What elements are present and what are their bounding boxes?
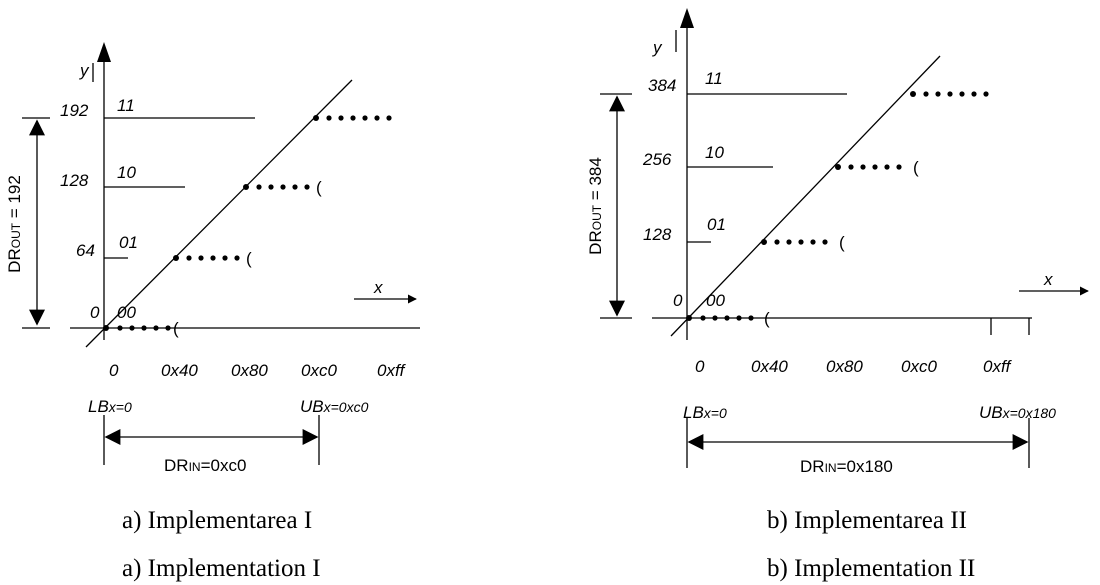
dr-in-sub: IN bbox=[825, 461, 837, 475]
step-paren: ( bbox=[913, 158, 919, 177]
diagonal-line bbox=[670, 55, 941, 337]
x-tick-label: 0xff bbox=[983, 357, 1013, 376]
step-paren: ( bbox=[173, 319, 179, 338]
y-tick-label: 128 bbox=[643, 225, 672, 244]
x-tick-label: 0 bbox=[109, 361, 119, 380]
dr-in-sub: IN bbox=[189, 460, 201, 474]
ub-rest: x=0xc0 bbox=[323, 399, 369, 415]
step-10 bbox=[835, 164, 902, 170]
panel-a-steps bbox=[103, 115, 392, 331]
lb-main: LB bbox=[88, 397, 109, 416]
diagonal-line bbox=[85, 79, 353, 348]
step-paren: ( bbox=[316, 178, 322, 197]
upper-bound-label: UBx=0xc0 bbox=[300, 397, 369, 416]
ub-rest: x=0x180 bbox=[1002, 405, 1057, 421]
caption-b-en: b) Implementation II bbox=[767, 555, 976, 582]
step-00 bbox=[686, 315, 754, 321]
dr-in-main: DR bbox=[164, 456, 189, 475]
y-axis-label: y bbox=[652, 38, 663, 57]
caption-b-ro: b) Implementarea II bbox=[767, 507, 967, 534]
dr-out-label: DROUT = 192 bbox=[5, 175, 24, 273]
ub-main: UB bbox=[300, 397, 324, 416]
lb-main: LB bbox=[683, 403, 704, 422]
y-axis-label: y bbox=[79, 61, 90, 80]
lower-bound-label: LBx=0 bbox=[88, 397, 132, 416]
lower-bound-label: LBx=0 bbox=[683, 403, 727, 422]
code-label: 01 bbox=[119, 233, 138, 252]
step-01 bbox=[173, 255, 240, 261]
step-10 bbox=[243, 184, 310, 190]
step-00 bbox=[103, 325, 171, 331]
step-paren: ( bbox=[246, 249, 252, 268]
code-label: 01 bbox=[707, 215, 726, 234]
dr-out-value: = 192 bbox=[5, 175, 24, 223]
panel-b-steps bbox=[686, 91, 989, 321]
x-tick-label: 0xff bbox=[377, 361, 407, 380]
code-label: 11 bbox=[117, 96, 135, 115]
x-tick-label: 0xc0 bbox=[901, 357, 937, 376]
x-tick-label: 0 bbox=[695, 357, 705, 376]
dr-in-main: DR bbox=[800, 457, 825, 476]
panel-b-text: y x 384 256 128 0 11 10 01 00 ( ( ( 0 0x… bbox=[586, 38, 1056, 476]
dr-in-value: =0x180 bbox=[837, 457, 893, 476]
step-11 bbox=[910, 91, 989, 97]
code-label: 10 bbox=[705, 143, 724, 162]
dr-out-label: DROUT = 384 bbox=[586, 157, 605, 255]
x-tick-label: 0xc0 bbox=[301, 361, 337, 380]
dr-in-label: DRIN=0x180 bbox=[800, 457, 893, 476]
code-label: 00 bbox=[706, 291, 725, 310]
lb-rest: x=0 bbox=[108, 399, 132, 415]
y-axis-arrowhead bbox=[97, 42, 111, 62]
step-01 bbox=[761, 239, 828, 245]
dr-out-sub: OUT bbox=[9, 222, 23, 248]
y-tick-label: 64 bbox=[76, 241, 95, 260]
dr-out-main: DR bbox=[586, 230, 605, 255]
y-tick-label: 192 bbox=[60, 101, 89, 120]
code-label: 00 bbox=[117, 303, 136, 322]
dr-out-value: = 384 bbox=[586, 157, 605, 205]
x-tick-label: 0x40 bbox=[161, 361, 198, 380]
code-label: 11 bbox=[705, 69, 723, 88]
dr-in-value: =0xc0 bbox=[201, 456, 247, 475]
dr-out-sub: OUT bbox=[590, 204, 604, 230]
upper-bound-label: UBx=0x180 bbox=[979, 403, 1056, 422]
x-axis-label: x bbox=[373, 278, 383, 297]
dr-in-label: DRIN=0xc0 bbox=[164, 456, 246, 475]
x-axis-label: x bbox=[1043, 270, 1053, 289]
code-label: 10 bbox=[117, 163, 136, 182]
step-11 bbox=[313, 115, 392, 121]
x-tick-label: 0x80 bbox=[231, 361, 268, 380]
y-tick-label: 384 bbox=[648, 76, 676, 95]
panel-a-text: y x 192 128 64 0 11 10 01 00 ( ( ( 0 0x4… bbox=[5, 61, 407, 475]
y-tick-label: 0 bbox=[90, 303, 100, 322]
caption-a-en: a) Implementation I bbox=[122, 555, 321, 582]
step-paren: ( bbox=[764, 309, 770, 328]
step-paren: ( bbox=[839, 233, 845, 252]
y-tick-label: 0 bbox=[673, 291, 683, 310]
panel-a bbox=[22, 42, 420, 465]
caption-a-ro: a) Implementarea I bbox=[122, 507, 313, 534]
y-axis-arrowhead bbox=[680, 8, 694, 28]
x-tick-label: 0x40 bbox=[751, 357, 788, 376]
y-tick-label: 256 bbox=[642, 150, 672, 169]
dr-out-main: DR bbox=[5, 248, 24, 273]
x-tick-label: 0x80 bbox=[826, 357, 863, 376]
y-tick-label: 128 bbox=[60, 171, 89, 190]
lb-rest: x=0 bbox=[703, 405, 727, 421]
ub-main: UB bbox=[979, 403, 1003, 422]
